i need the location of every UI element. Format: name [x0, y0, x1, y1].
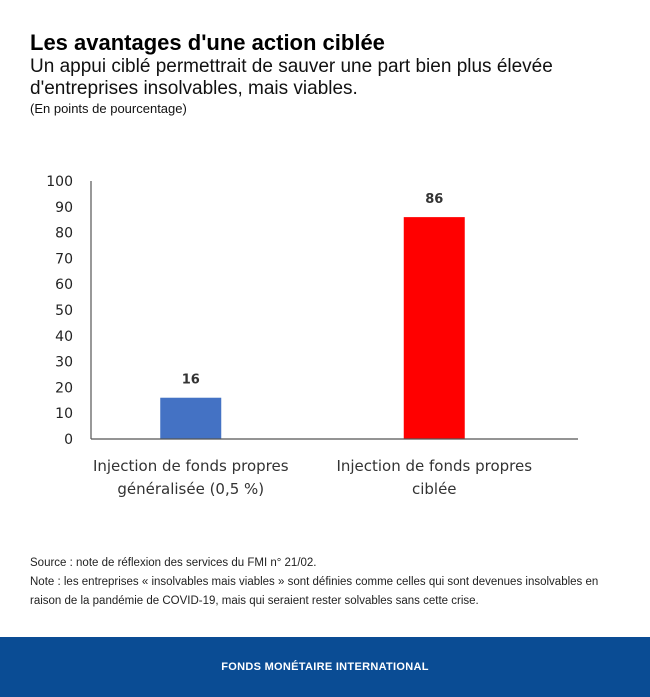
y-tick-label: 50 [55, 303, 73, 319]
x-axis: Injection de fonds propres généralisée (0… [91, 438, 578, 498]
definition-note: Note : les entreprises « insolvables mai… [30, 576, 599, 607]
bar-value-label: 86 [425, 192, 443, 207]
chart-title: Les avantages d'une action ciblée [30, 30, 385, 55]
imf-name: FONDS MONÉTAIRE INTERNATIONAL [221, 661, 429, 673]
y-tick-label: 90 [55, 200, 73, 216]
y-axis: 0 10 20 30 40 50 60 70 80 90 100 [46, 174, 92, 448]
footer-banner: FONDS MONÉTAIRE INTERNATIONAL [0, 637, 650, 697]
x-tick-label: ciblée [412, 480, 457, 498]
chart-subtitle: Un appui ciblé permettrait de sauver une… [30, 56, 553, 99]
y-tick-label: 0 [64, 432, 73, 448]
y-tick-label: 80 [55, 226, 73, 242]
source-note: Source : note de réflexion des services … [30, 557, 317, 569]
y-tick-label: 30 [55, 355, 73, 371]
units-label: (En points de pourcentage) [30, 101, 187, 116]
y-tick-label: 60 [55, 277, 73, 293]
y-tick-label: 20 [55, 380, 73, 396]
bar [403, 217, 465, 439]
x-tick-label: Injection de fonds propres [93, 457, 289, 475]
x-tick-label: généralisée (0,5 %) [117, 480, 264, 498]
y-tick-label: 10 [55, 406, 73, 422]
y-tick-label: 70 [55, 251, 73, 267]
y-tick-label: 40 [55, 329, 73, 345]
x-tick-label: Injection de fonds propres [336, 457, 532, 475]
footnotes: Source : note de réflexion des services … [30, 554, 615, 611]
y-tick-label: 100 [46, 174, 73, 190]
bar [160, 397, 222, 439]
bar-value-label: 16 [182, 373, 200, 388]
